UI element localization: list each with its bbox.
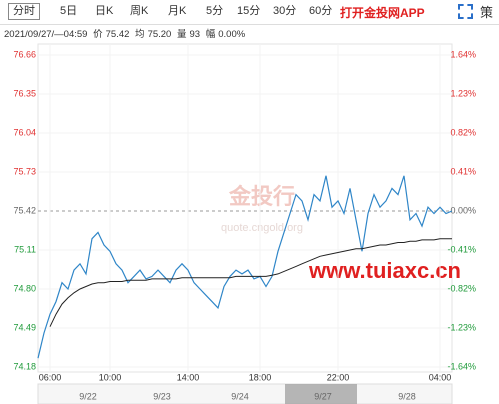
- info-value: 0.00%: [218, 29, 246, 40]
- tab[interactable]: 15分: [237, 5, 261, 17]
- navigator-window[interactable]: [285, 384, 357, 404]
- info-value: 75.20: [147, 29, 172, 40]
- plot-frame: [37, 43, 453, 373]
- x-tick-label: 04:00: [429, 372, 452, 382]
- y-tick-label: 75.42: [13, 205, 36, 215]
- tab[interactable]: 5日: [60, 5, 78, 17]
- y-tick-label: 74.49: [13, 322, 36, 332]
- y-tick-label: 75.73: [13, 166, 36, 176]
- y2-tick-label: -1.23%: [447, 322, 476, 332]
- tab[interactable]: 周K: [130, 5, 149, 17]
- x-tick-label: 10:00: [99, 372, 122, 382]
- info-label: 幅: [205, 29, 216, 40]
- y2-tick-label: -0.41%: [447, 244, 476, 254]
- strategy-icon[interactable]: 策: [480, 5, 494, 20]
- y-tick-label: 75.11: [14, 244, 36, 254]
- x-tick-label: 06:00: [39, 372, 62, 382]
- watermark-site: quote.cngold.org: [221, 222, 303, 234]
- navigator-date: 9/27: [314, 391, 332, 401]
- tab-bar: 分时 5日 日K 周K 月K 5分 15分 30分 60分: [0, 0, 499, 25]
- y2-tick-label: 0.41%: [450, 166, 476, 176]
- fullscreen-icon[interactable]: [458, 4, 473, 19]
- info-line: 2021/09/27/—04:59 价 75.42 均 75.20 量 93 幅 0.0…: [4, 26, 248, 40]
- info-label: 价: [93, 29, 103, 40]
- y-tick-label: 74.80: [13, 283, 36, 293]
- navigator-date: 9/24: [231, 391, 249, 401]
- tab[interactable]: 月K: [168, 5, 187, 17]
- y2-tick-label: 0.82%: [450, 127, 476, 137]
- x-tick-label: 22:00: [327, 372, 350, 382]
- watermark-url: www.tuiaxc.cn: [308, 258, 461, 283]
- tab[interactable]: 日K: [95, 5, 114, 17]
- series-line: [49, 238, 452, 327]
- y-tick-label: 74.18: [13, 361, 36, 371]
- tab[interactable]: 60分: [309, 5, 333, 17]
- app-link[interactable]: 打开金投网APP: [340, 6, 425, 20]
- x-tick-label: 18:00: [249, 372, 272, 382]
- y-tick-label: 76.35: [13, 88, 36, 98]
- info-value: 75.42: [105, 29, 130, 40]
- y-tick-label: 76.66: [13, 49, 36, 59]
- navigator-date: 9/22: [79, 391, 97, 401]
- info-time: 2021/09/27/—04:59: [4, 29, 88, 40]
- y2-tick-label: 1.64%: [450, 49, 476, 59]
- info-label: 均: [135, 29, 145, 40]
- navigator-date: 9/23: [153, 391, 171, 401]
- y2-tick-label: 0.00%: [450, 205, 476, 215]
- y2-tick-label: -0.82%: [447, 283, 476, 293]
- info-label: 量: [176, 29, 187, 40]
- tab[interactable]: 分时: [8, 3, 40, 20]
- navigator-date: 9/28: [398, 391, 416, 401]
- info-value: 93: [189, 29, 201, 40]
- watermark-brand: 金投行: [228, 184, 295, 209]
- y2-tick-label: 1.23%: [450, 88, 476, 98]
- tab[interactable]: 30分: [273, 5, 297, 17]
- x-tick-label: 14:00: [177, 372, 200, 382]
- tab[interactable]: 5分: [206, 5, 224, 17]
- y2-tick-label: -1.64%: [447, 361, 476, 371]
- series-line: [37, 175, 453, 359]
- y-tick-label: 76.04: [13, 127, 36, 137]
